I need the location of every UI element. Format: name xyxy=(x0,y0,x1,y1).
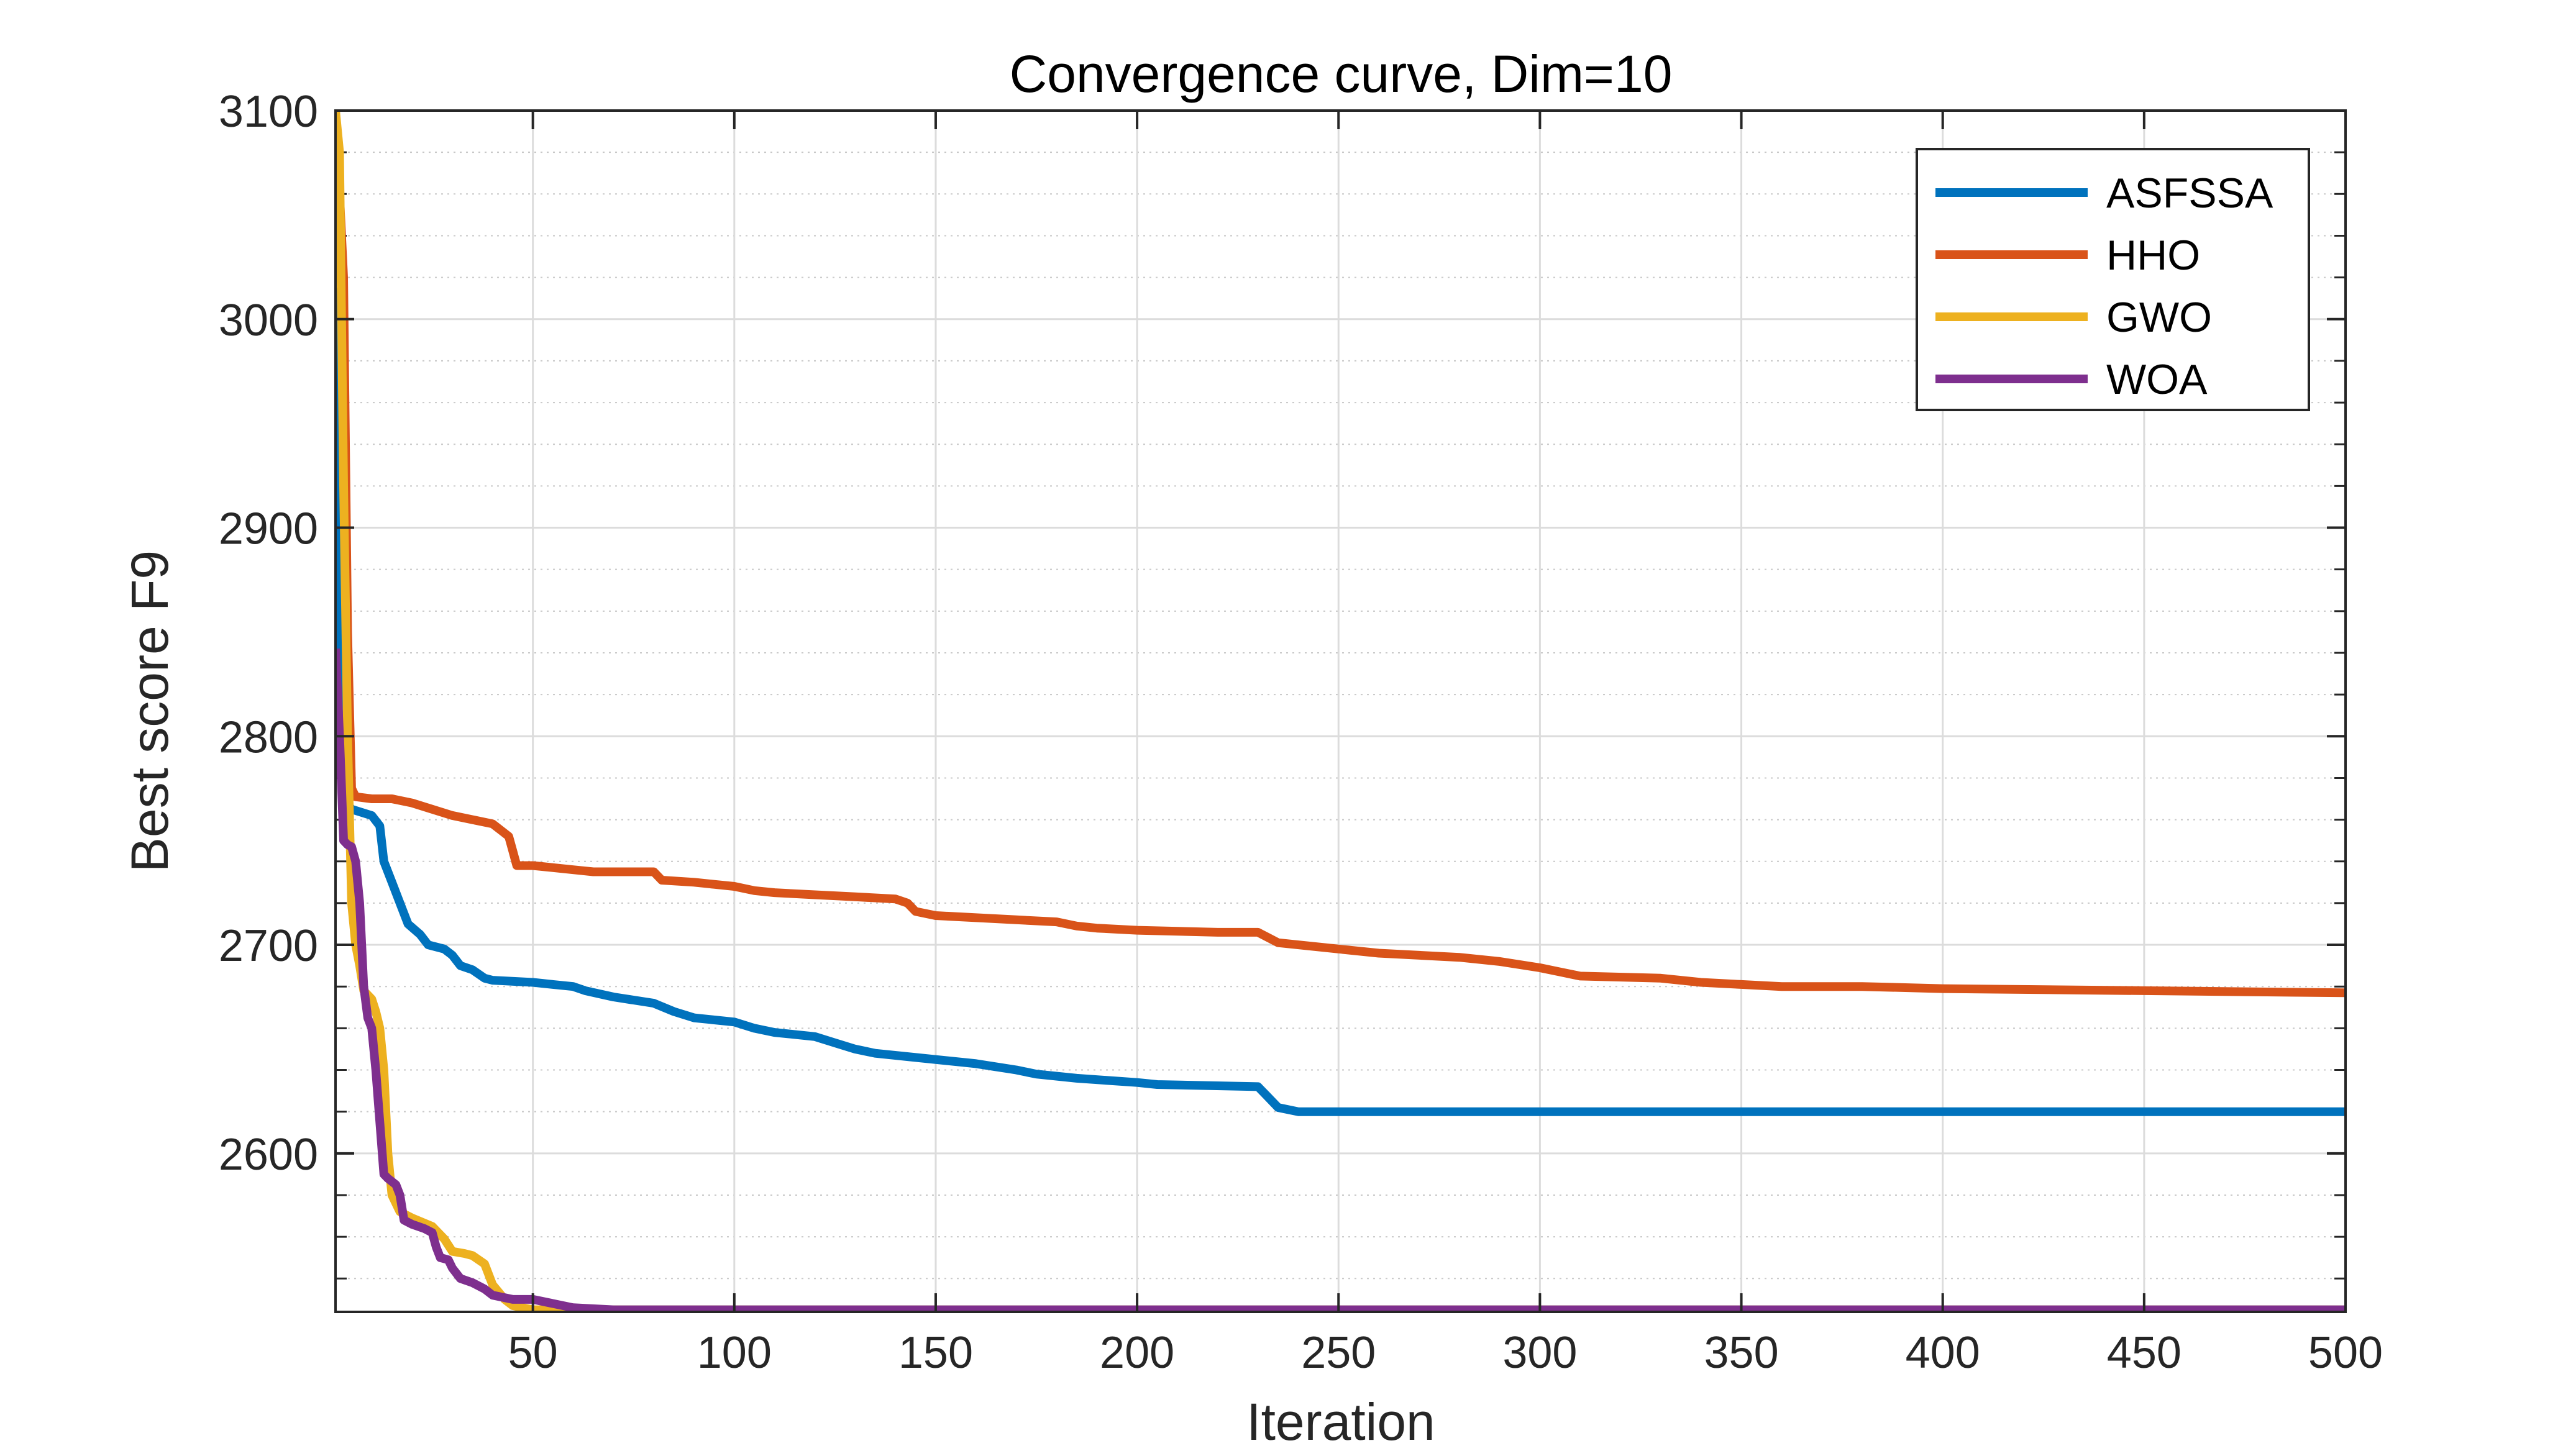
legend-label-gwo: GWO xyxy=(2106,294,2212,341)
y-tick-label: 2600 xyxy=(219,1130,318,1180)
x-tick-label: 200 xyxy=(1100,1328,1174,1378)
axes-box xyxy=(334,109,2347,1313)
series-line-asfssa xyxy=(336,288,2346,1116)
x-tick-label: 250 xyxy=(1301,1328,1376,1378)
series-line-hho xyxy=(336,111,2346,998)
y-tick-label: 2900 xyxy=(219,504,318,554)
chart-title: Convergence curve, Dim=10 xyxy=(1010,45,1673,103)
legend: ASFSSA HHO GWO WOA xyxy=(1916,148,2310,411)
series-line-woa xyxy=(336,648,2346,1312)
x-tick-label: 350 xyxy=(1704,1328,1778,1378)
series-lines xyxy=(336,111,2346,1312)
x-tick-label: 300 xyxy=(1502,1328,1577,1378)
x-tick-label: 500 xyxy=(2308,1328,2383,1378)
x-tick-label: 100 xyxy=(697,1328,772,1378)
x-tick-label: 150 xyxy=(898,1328,973,1378)
x-axis-ticks: 50 100 150 200 250 300 350 400 450 500 xyxy=(508,111,2383,1378)
x-tick-label: 450 xyxy=(2107,1328,2182,1378)
axes-frame xyxy=(334,109,2347,1313)
x-axis-label: Iteration xyxy=(1246,1393,1435,1451)
x-tick-label: 400 xyxy=(1906,1328,1980,1378)
y-tick-label: 2700 xyxy=(219,921,318,971)
legend-label-woa: WOA xyxy=(2106,356,2208,403)
y-axis-label: Best score F9 xyxy=(121,550,179,872)
y-tick-label: 3000 xyxy=(219,296,318,345)
legend-label-hho: HHO xyxy=(2106,232,2200,279)
y-tick-label: 2800 xyxy=(219,712,318,762)
y-axis-ticks: 2600 2700 2800 2900 3000 3100 xyxy=(219,87,2346,1180)
legend-label-asfssa: ASFSSA xyxy=(2106,170,2273,217)
y-tick-label: 3100 xyxy=(219,87,318,137)
x-tick-label: 50 xyxy=(508,1328,558,1378)
